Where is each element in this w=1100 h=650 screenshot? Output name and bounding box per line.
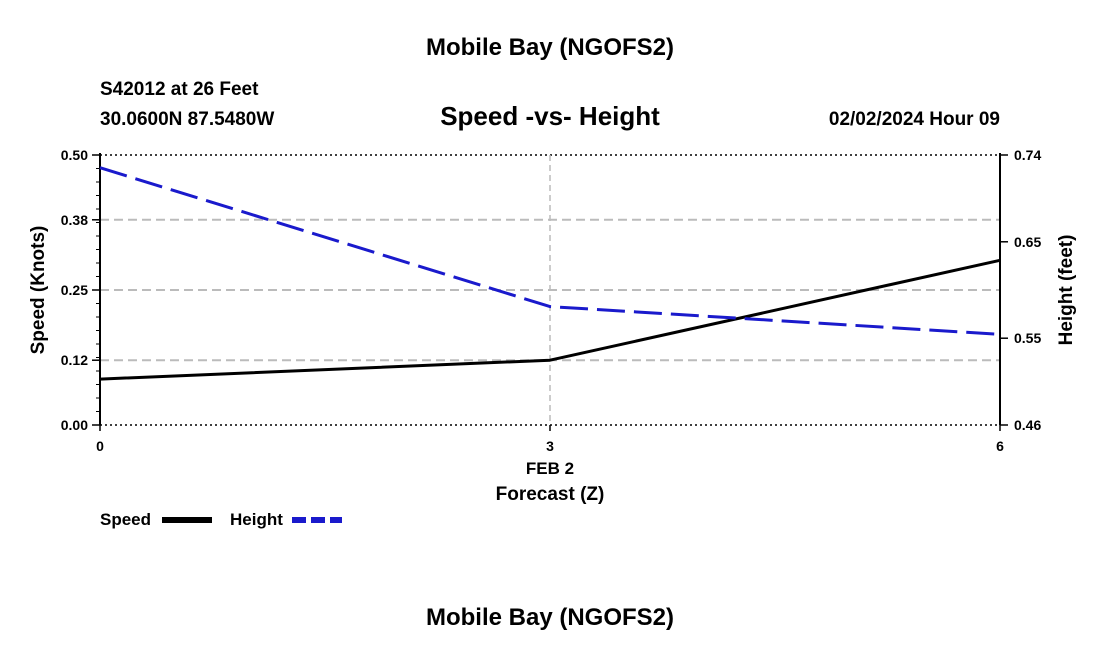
y2-axis-label: Height (feet) <box>1056 235 1077 346</box>
legend-height-label: Height <box>230 510 283 529</box>
coordinates-label: 30.0600N 87.5480W <box>100 109 274 130</box>
legend: Speed Height <box>100 510 342 529</box>
series <box>99 166 1001 381</box>
y-tick-label: 0.50 <box>61 147 88 163</box>
ticks: 0.00 0.12 0.25 0.38 0.50 0.46 0.55 0.65 0.74 0 3 6 <box>61 147 1042 454</box>
series-line-height <box>99 166 1001 336</box>
station-label: S42012 at 26 Feet <box>100 79 259 100</box>
x-axis-label: Forecast (Z) <box>496 484 605 505</box>
y-tick-label: 0.00 <box>61 417 88 433</box>
x-tick-label: 3 <box>546 438 554 454</box>
y-tick-label: 0.38 <box>61 212 88 228</box>
footer-title: Mobile Bay (NGOFS2) <box>426 604 674 631</box>
y2-tick-label: 0.74 <box>1014 147 1041 163</box>
x-tick-label: 0 <box>96 438 104 454</box>
y-tick-label: 0.12 <box>61 352 88 368</box>
page-title: Mobile Bay (NGOFS2) <box>426 34 674 61</box>
x-date-label: FEB 2 <box>526 459 574 478</box>
x-tick-label: 6 <box>996 438 1004 454</box>
axes <box>96 153 1001 426</box>
y2-tick-label: 0.55 <box>1014 330 1041 346</box>
y-tick-label: 0.25 <box>61 282 88 298</box>
y2-tick-label: 0.46 <box>1014 417 1041 433</box>
series-line-speed <box>99 258 1001 381</box>
chart-title: Speed -vs- Height <box>440 101 660 131</box>
legend-speed-label: Speed <box>100 510 151 529</box>
y-axis-label: Speed (Knots) <box>28 226 49 355</box>
datetime-label: 02/02/2024 Hour 09 <box>829 109 1000 130</box>
y2-tick-label: 0.65 <box>1014 234 1041 250</box>
